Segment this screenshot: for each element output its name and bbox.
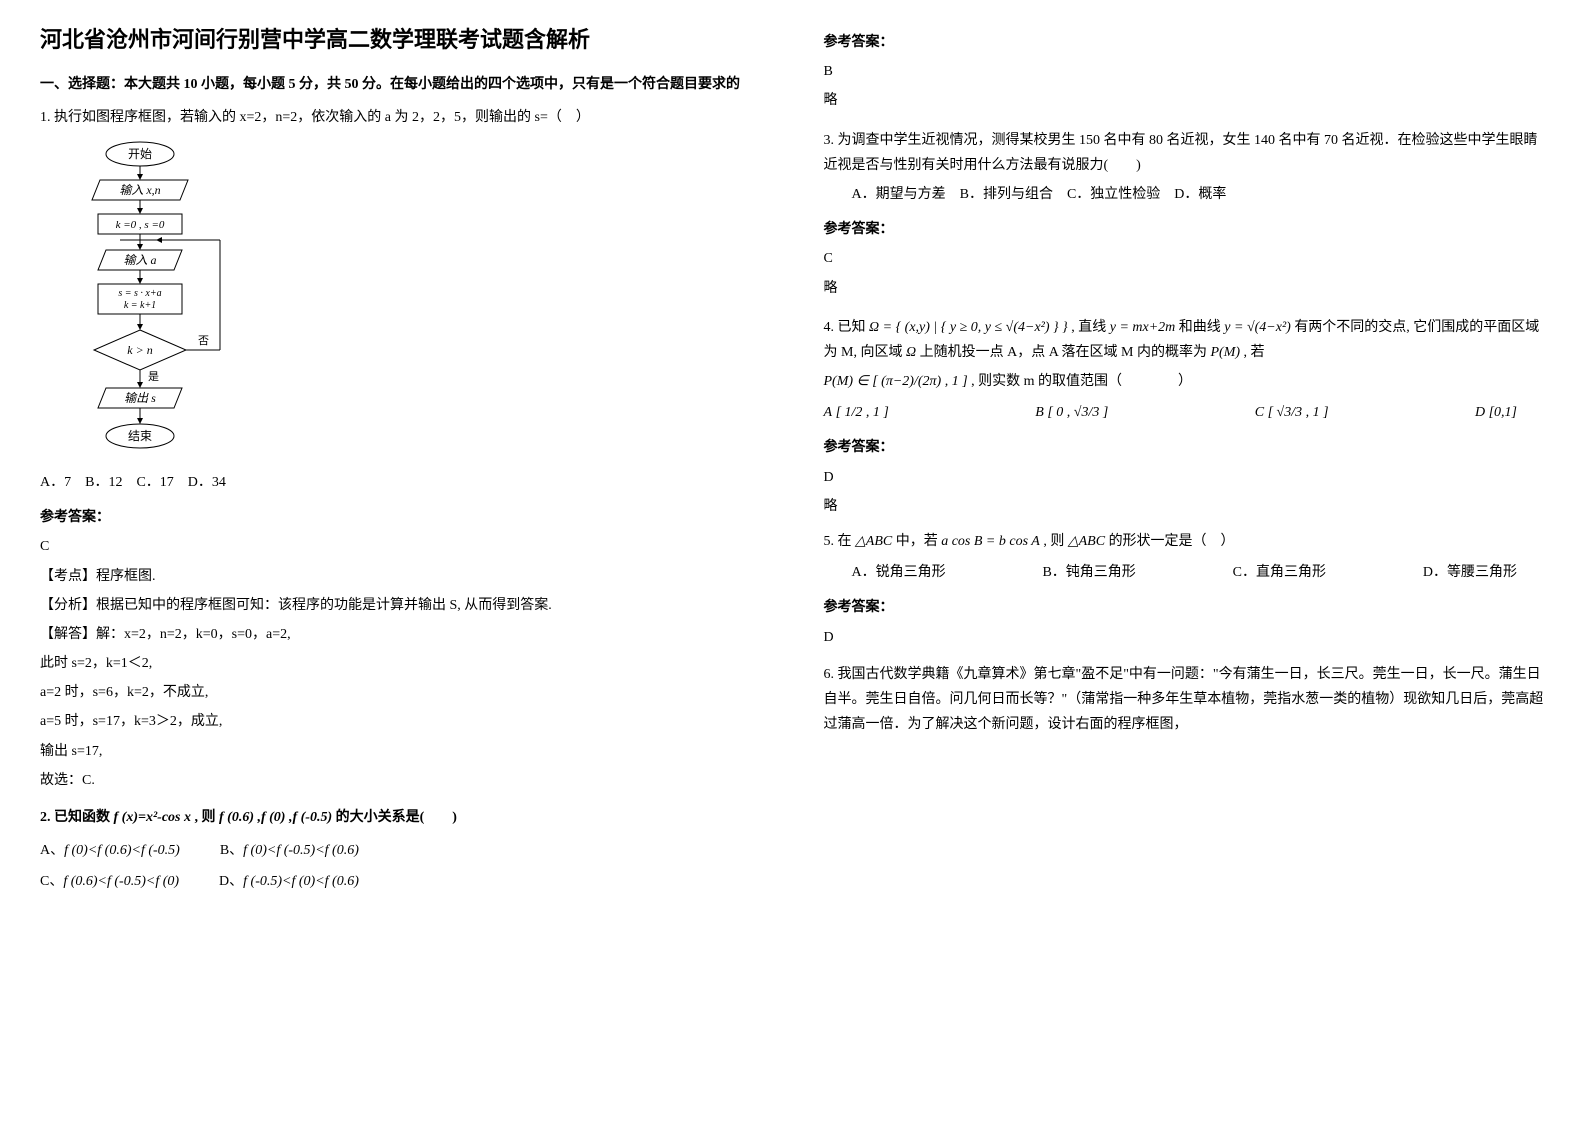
flow-box1: k =0 , s =0 (116, 219, 165, 231)
q4-optB: B [ 0 , √3/3 ] (1035, 400, 1108, 425)
flowchart: 开始 输入 x,n k =0 , s =0 输入 a s = s · x+a (70, 140, 764, 460)
q1-solve-1: 此时 s=2，k=1＜2, (40, 651, 764, 676)
answer-label: 参考答案： (824, 435, 1548, 460)
q1-solve-5: 故选：C. (40, 768, 764, 793)
q3-options: A．期望与方差 B．排列与组合 C．独立性检验 D．概率 (824, 182, 1548, 207)
flow-box2b: k = k+1 (124, 300, 156, 311)
flow-box2a: s = s · x+a (118, 288, 161, 299)
q2-optA: A、f (0)<f (0.6)<f (-0.5) (40, 838, 180, 863)
answer-label: 参考答案： (824, 595, 1548, 620)
q3-stem: 3. 为调查中学生近视情况，测得某校男生 150 名中有 80 名近视，女生 1… (824, 128, 1548, 178)
q1-stem: 1. 执行如图程序框图，若输入的 x=2，n=2，依次输入的 a 为 2，2，5… (40, 105, 764, 130)
q1-analysis: 【分析】根据已知中的程序框图可知：该程序的功能是计算并输出 S, 从而得到答案. (40, 593, 764, 618)
flow-in2: 输入 a (123, 253, 156, 267)
q5-optB: B．钝角三角形 (1014, 560, 1135, 585)
section-heading: 一、选择题：本大题共 10 小题，每小题 5 分，共 50 分。在每小题给出的四… (40, 72, 764, 97)
q5-optC: C．直角三角形 (1205, 560, 1326, 585)
answer-label: 参考答案： (824, 217, 1548, 242)
q1-point: 【考点】程序框图. (40, 564, 764, 589)
q4-answer: D (824, 465, 1548, 490)
q2-answer: B (824, 59, 1548, 84)
q4-optA: A [ 1/2 , 1 ] (824, 400, 889, 425)
flow-end: 结束 (128, 429, 152, 443)
flow-cond: k > n (127, 343, 152, 357)
q6-stem: 6. 我国古代数学典籍《九章算术》第七章"盈不足"中有一问题："今有蒲生一日，长… (824, 662, 1548, 738)
flow-start: 开始 (128, 147, 152, 161)
q4-optD: D [0,1] (1475, 400, 1517, 425)
answer-label: 参考答案： (824, 30, 1548, 55)
q1-solve-0: 【解答】解：x=2，n=2，k=0，s=0，a=2, (40, 622, 764, 647)
q5-optD: D．等腰三角形 (1395, 560, 1517, 585)
flow-no: 否 (198, 335, 209, 347)
q2-optD: D、f (-0.5)<f (0)<f (0.6) (219, 869, 359, 894)
flow-in1: 输入 x,n (119, 183, 160, 197)
q2-brief: 略 (824, 88, 1548, 113)
q1-solve-2: a=2 时，s=6，k=2，不成立, (40, 680, 764, 705)
q5-optA: A．锐角三角形 (824, 560, 946, 585)
q1-solve-3: a=5 时，s=17，k=3＞2，成立, (40, 709, 764, 734)
page-title: 河北省沧州市河间行别营中学高二数学理联考试题含解析 (40, 20, 764, 60)
q5-answer: D (824, 625, 1548, 650)
q3-brief: 略 (824, 276, 1548, 301)
q2-optB: B、f (0)<f (-0.5)<f (0.6) (220, 838, 359, 863)
q4-optC: C [ √3/3 , 1 ] (1255, 400, 1329, 425)
q1-answer: C (40, 534, 764, 559)
q2-optC: C、f (0.6)<f (-0.5)<f (0) (40, 869, 179, 894)
flow-out: 输出 s (124, 391, 156, 405)
q5-stem: 5. 在 △ABC 中，若 a cos B = b cos A , 则 △ABC… (824, 529, 1548, 554)
q2-stem: 2. 已知函数 f (x)=x²-cos x , 则 f (0.6) ,f (0… (40, 805, 764, 830)
q4-stem: 4. 已知 Ω = { (x,y) | { y ≥ 0, y ≤ √(4−x²)… (824, 315, 1548, 365)
q1-options: A．7 B．12 C．17 D．34 (40, 470, 764, 495)
q4-brief: 略 (824, 494, 1548, 519)
flow-yes: 是 (148, 370, 159, 383)
q3-answer: C (824, 246, 1548, 271)
q4-line2: P(M) ∈ [ (π−2)/(2π) , 1 ] , 则实数 m 的取值范围（… (824, 369, 1548, 394)
answer-label: 参考答案： (40, 505, 764, 530)
q1-solve-4: 输出 s=17, (40, 739, 764, 764)
